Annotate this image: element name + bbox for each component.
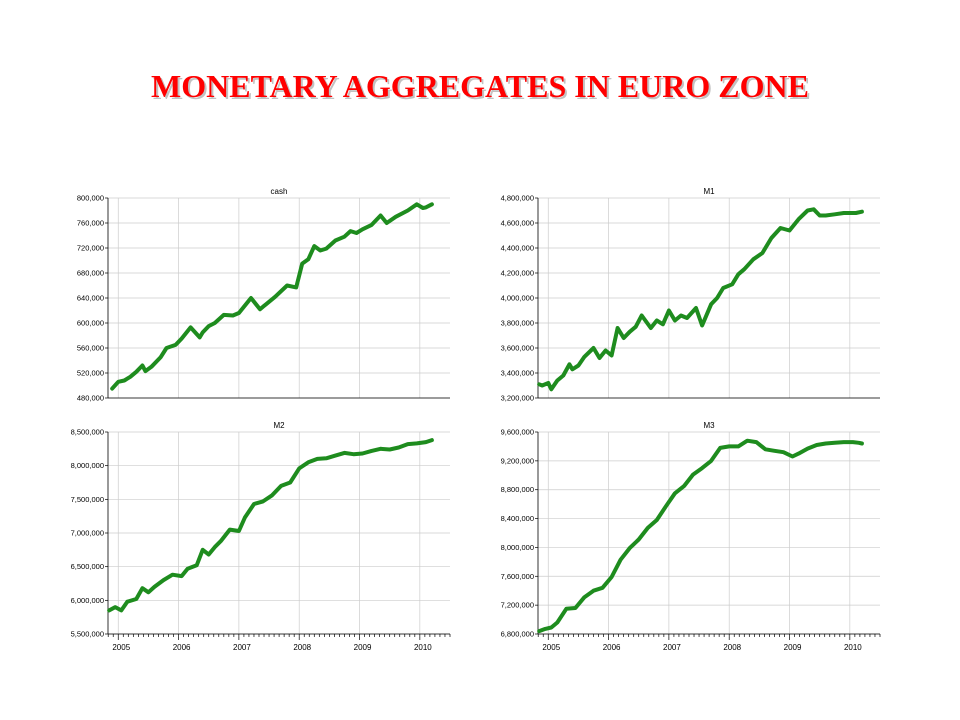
y-tick-label: 4,800,000 [501, 194, 534, 203]
chart-title: M3 [703, 421, 715, 430]
series-line-m3 [537, 438, 864, 634]
chart-title: M2 [273, 421, 285, 430]
chart-m1: M1 3,200,000 3,400,000 3,600,000 3,800,000 4,… [468, 182, 890, 404]
chart-title: cash [271, 187, 288, 196]
series-line-cash [110, 202, 434, 391]
y-tick-label: 7,600,000 [501, 572, 534, 581]
y-tick-label: 4,000,000 [501, 294, 534, 303]
x-tick-label: 2007 [663, 643, 681, 652]
x-tick-label: 2005 [112, 643, 130, 652]
y-tick-label: 8,000,000 [501, 543, 534, 552]
y-tick-label: 4,600,000 [501, 219, 534, 228]
y-tick-label: 4,200,000 [501, 269, 534, 278]
y-tick-label: 8,400,000 [501, 514, 534, 523]
y-tick-label: 600,000 [77, 319, 104, 328]
y-tick-label: 6,800,000 [501, 630, 534, 639]
svg-cash: cash 480,000 520,000 560,000 600,000 640,000 6… [77, 187, 450, 403]
y-tick-label: 9,600,000 [501, 428, 534, 437]
chart-title: M1 [703, 187, 715, 196]
series-line-m2 [107, 438, 434, 613]
y-tick-label: 480,000 [77, 394, 104, 403]
y-tick-label: 640,000 [77, 294, 104, 303]
y-tick-label: 3,400,000 [501, 369, 534, 378]
svg-m1: M1 3,200,000 3,400,000 3,600,000 3,800,000 4,… [501, 187, 880, 403]
y-tick-label: 7,200,000 [501, 601, 534, 610]
series-line-m1 [537, 207, 864, 392]
y-tick-label: 7,500,000 [71, 495, 104, 504]
y-tick-label: 9,200,000 [501, 456, 534, 465]
y-tick-label: 6,500,000 [71, 562, 104, 571]
y-tick-label: 560,000 [77, 344, 104, 353]
y-tick-label: 7,000,000 [71, 529, 104, 538]
x-tick-label: 2007 [233, 643, 251, 652]
x-tick-label: 2008 [293, 643, 311, 652]
y-tick-label: 4,400,000 [501, 244, 534, 253]
y-tick-label: 680,000 [77, 269, 104, 278]
chart-m3: M3 6,800,000 7,200,000 7,600,000 8,000,000 8,… [468, 416, 890, 660]
x-tick-label: 2009 [784, 643, 802, 652]
slide-title: MONETARY AGGREGATES IN EURO ZONE [151, 68, 809, 104]
chart-cash: cash 480,000 520,000 560,000 600,000 640,000 6… [50, 182, 460, 404]
x-tick-label: 2008 [723, 643, 741, 652]
y-tick-label: 520,000 [77, 369, 104, 378]
y-tick-label: 720,000 [77, 244, 104, 253]
svg-m3: M3 6,800,000 7,200,000 7,600,000 8,000,000 8,… [501, 421, 881, 652]
x-tick-label: 2010 [844, 643, 862, 652]
y-tick-label: 8,500,000 [71, 428, 104, 437]
y-tick-label: 6,000,000 [71, 596, 104, 605]
y-tick-label: 3,200,000 [501, 394, 534, 403]
y-tick-label: 5,500,000 [71, 630, 104, 639]
x-tick-label: 2005 [542, 643, 560, 652]
svg-m2: M2 5,500,000 6,000,000 6,500,000 7,000,000 7,… [71, 421, 451, 652]
x-tick-label: 2006 [603, 643, 621, 652]
y-tick-label: 760,000 [77, 219, 104, 228]
y-tick-label: 8,800,000 [501, 485, 534, 494]
y-tick-label: 3,600,000 [501, 344, 534, 353]
chart-m2: M2 5,500,000 6,000,000 6,500,000 7,000,000 7,… [50, 416, 460, 660]
y-tick-label: 3,800,000 [501, 319, 534, 328]
x-tick-label: 2009 [354, 643, 372, 652]
y-tick-label: 8,000,000 [71, 461, 104, 470]
x-tick-label: 2010 [414, 643, 432, 652]
x-tick-label: 2006 [173, 643, 191, 652]
y-tick-label: 800,000 [77, 194, 104, 203]
